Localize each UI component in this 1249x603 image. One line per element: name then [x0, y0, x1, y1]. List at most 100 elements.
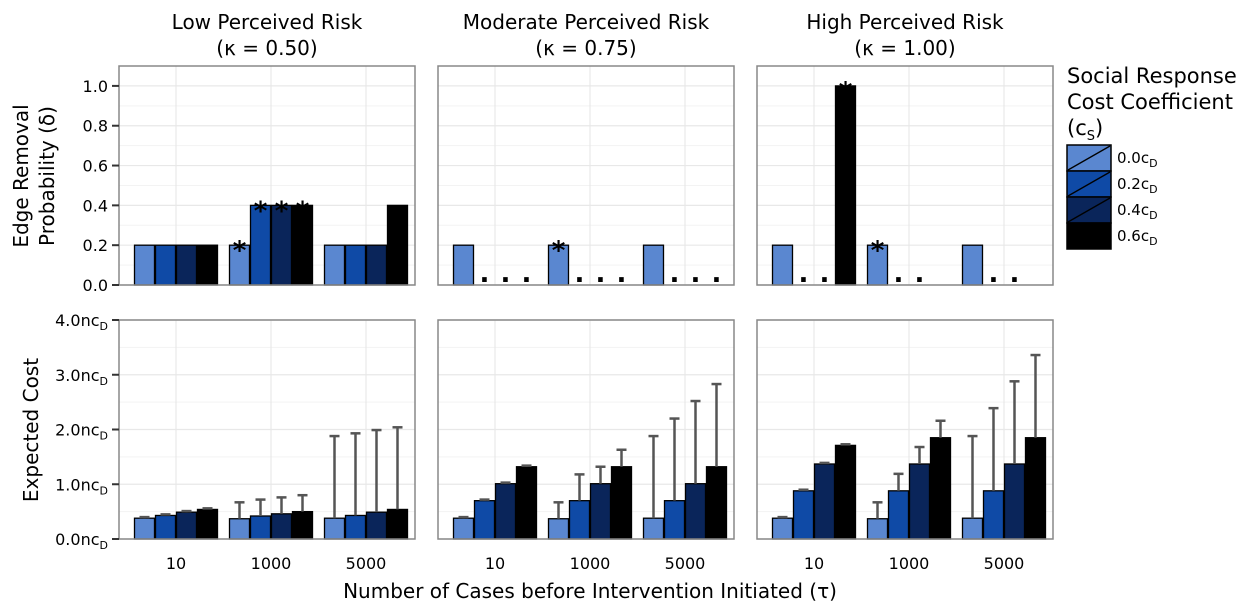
bar	[705, 466, 728, 540]
bar	[133, 517, 156, 540]
panel-expected-cost-3: 10 1000 5000	[756, 319, 1054, 573]
bar	[344, 244, 367, 286]
legend-label: 0.0cD	[1117, 149, 1158, 170]
bar	[589, 483, 612, 540]
bar	[834, 444, 857, 540]
bar	[323, 244, 346, 286]
panel-expected-cost-2: 10 1000 5000	[437, 319, 735, 573]
bar	[834, 85, 857, 286]
zero-marker-dot: .	[820, 259, 830, 289]
bar	[568, 500, 591, 540]
bar	[515, 466, 538, 540]
legend-label: 0.6cD	[1117, 227, 1158, 248]
y-tick-label: 0.0	[83, 276, 108, 295]
bar	[642, 244, 665, 286]
bar	[642, 517, 665, 540]
legend-key: 0.0cD	[1066, 144, 1158, 172]
bar	[452, 244, 475, 286]
panel-border	[437, 65, 735, 286]
significance-star: *	[254, 196, 268, 226]
bar	[866, 518, 889, 540]
legend-label: 0.2cD	[1117, 175, 1158, 196]
x-tick-label: 10	[485, 554, 505, 573]
bar	[154, 514, 177, 540]
bar	[175, 511, 198, 540]
panel-edge-removal-2: *........ . Moderate Perceived Risk(κ = 0.…	[437, 10, 735, 289]
y-axis-label-line: Edge Removal	[9, 104, 33, 247]
bar	[270, 513, 293, 540]
significance-star: *	[275, 196, 289, 226]
panel-title: (κ = 0.75)	[535, 36, 636, 60]
bar	[1003, 463, 1026, 540]
zero-marker-dot: .	[670, 259, 680, 289]
y-tick-label: 0.2	[83, 236, 108, 255]
bar	[771, 244, 794, 286]
legend-key: 0.4cD	[1066, 196, 1158, 224]
zero-marker-dot: .	[501, 259, 511, 289]
bar	[344, 514, 367, 540]
bar	[386, 204, 409, 286]
bar	[982, 490, 1005, 540]
bar	[228, 518, 251, 540]
significance-star: *	[296, 196, 310, 226]
x-tick-label: 1000	[889, 554, 930, 573]
panel-border	[118, 65, 416, 286]
panel-edge-removal-1: ** * *Low Perceived Risk(κ = 0.50)0.00.20.…	[9, 10, 416, 295]
bar	[175, 244, 198, 286]
zero-marker-dot: .	[915, 259, 925, 289]
bar	[386, 508, 409, 540]
zero-marker-dot: .	[575, 259, 585, 289]
bar	[196, 508, 219, 540]
legend-swatch-diagonal	[1067, 145, 1111, 171]
y-tick-label: 2.0ncD	[55, 421, 108, 443]
panel-background	[438, 66, 734, 285]
legend-title: Social Response	[1067, 64, 1237, 88]
bar	[196, 244, 219, 286]
bar	[961, 244, 984, 286]
bar	[494, 483, 517, 540]
bar	[365, 244, 388, 286]
panel-border	[756, 319, 1054, 540]
y-tick-label: 1.0ncD	[55, 475, 108, 497]
zero-marker-dot: .	[617, 259, 627, 289]
legend-swatch-diagonal	[1067, 223, 1111, 249]
panel-title: High Perceived Risk	[806, 10, 1004, 34]
bar	[663, 500, 686, 540]
legend-key: 0.2cD	[1066, 170, 1158, 198]
bar	[908, 463, 931, 540]
legend-key: 0.6cD	[1066, 222, 1158, 250]
panels: ** * *Low Perceived Risk(κ = 0.50)0.00.20.…	[9, 10, 1054, 573]
y-tick-label: 3.0ncD	[55, 366, 108, 388]
zero-marker-dot: .	[1010, 259, 1020, 289]
y-axis-label: Expected Cost	[19, 358, 43, 502]
significance-star: *	[871, 236, 885, 266]
bar	[1024, 437, 1047, 540]
x-tick-label: 1000	[570, 554, 611, 573]
panel-title: (κ = 1.00)	[854, 36, 955, 60]
panel-border	[437, 319, 735, 540]
significance-star: *	[233, 236, 247, 266]
bar	[610, 466, 633, 540]
bar	[452, 517, 475, 540]
x-tick-label: 10	[166, 554, 186, 573]
x-axis-label: Number of Cases before Intervention Init…	[343, 579, 837, 603]
legend-title-symbol: (cS)	[1067, 116, 1103, 144]
y-axis-label-line: Probability (δ)	[35, 106, 59, 246]
x-tick-label: 5000	[346, 554, 387, 573]
panel-title: Low Perceived Risk	[172, 10, 363, 34]
bar	[133, 244, 156, 286]
bar	[792, 490, 815, 540]
legend-swatch-diagonal	[1067, 171, 1111, 197]
y-tick-label: 4.0ncD	[55, 311, 108, 333]
bar	[291, 510, 314, 540]
bar	[887, 490, 910, 540]
zero-marker-dot: .	[522, 259, 532, 289]
x-tick-label: 5000	[984, 554, 1025, 573]
bar	[929, 437, 952, 540]
bar	[473, 500, 496, 540]
y-axis-label: Edge Removal Probability (δ)	[9, 104, 59, 247]
y-tick-label: 0.4	[83, 196, 108, 215]
legend-label: 0.4cD	[1117, 201, 1158, 222]
